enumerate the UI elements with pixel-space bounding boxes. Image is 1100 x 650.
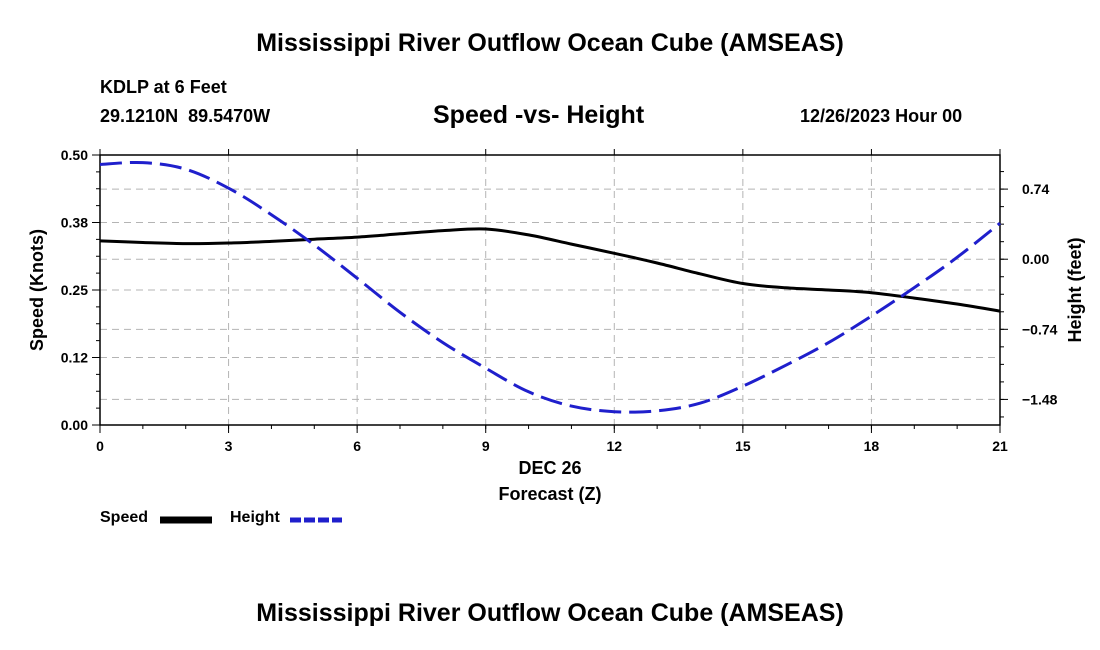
station-coordinates: 29.1210N 89.5470W [100, 106, 271, 126]
x-tick-label: 0 [96, 438, 104, 454]
y-left-tick-label: 0.25 [61, 282, 88, 298]
legend-speed-label: Speed [100, 509, 149, 526]
y-axis-right-title: Height (feet) [1065, 238, 1085, 343]
x-tick-label: 9 [482, 438, 490, 454]
footer-title: Mississippi River Outflow Ocean Cube (AM… [256, 599, 844, 627]
y-left-tick-label: 0.12 [61, 350, 88, 366]
main-title: Mississippi River Outflow Ocean Cube (AM… [256, 29, 844, 57]
legend-height-swatch [290, 517, 342, 523]
grid-lines [100, 155, 1000, 425]
y-right-tick-label: −1.48 [1022, 391, 1058, 407]
y-left-tick-label: 0.00 [61, 417, 88, 433]
y-left-tick-label: 0.38 [61, 215, 88, 231]
y-left-tick-label: 0.50 [61, 147, 88, 163]
x-axis-date-label: DEC 26 [518, 458, 581, 478]
y-right-tick-label: −0.74 [1022, 321, 1058, 337]
speed-series-line [99, 227, 1001, 313]
forecast-datetime: 12/26/2023 Hour 00 [800, 106, 963, 126]
series-lines [99, 160, 1001, 414]
y-right-tick-label: 0.00 [1022, 251, 1049, 267]
x-tick-label: 15 [735, 438, 751, 454]
x-tick-label: 18 [864, 438, 880, 454]
x-axis-title: Forecast (Z) [498, 484, 601, 504]
chart-subtitle: Speed -vs- Height [433, 101, 645, 129]
y-right-tick-label: 0.74 [1022, 181, 1049, 197]
height-series-line [99, 160, 1001, 414]
x-tick-label: 6 [353, 438, 361, 454]
station-label: KDLP at 6 Feet [100, 77, 227, 97]
x-tick-label: 21 [992, 438, 1008, 454]
y-axis-left-title: Speed (Knots) [27, 229, 47, 351]
x-tick-label: 3 [225, 438, 233, 454]
tick-marks [92, 149, 1008, 433]
legend-height-label: Height [230, 509, 280, 526]
legend-speed-swatch [160, 516, 212, 524]
x-tick-label: 12 [606, 438, 622, 454]
tick-labels: 0 3 6 9 12 15 18 21 0.00 0.12 0.25 0.38 0.50 −1.48 −0.… [61, 147, 1058, 454]
